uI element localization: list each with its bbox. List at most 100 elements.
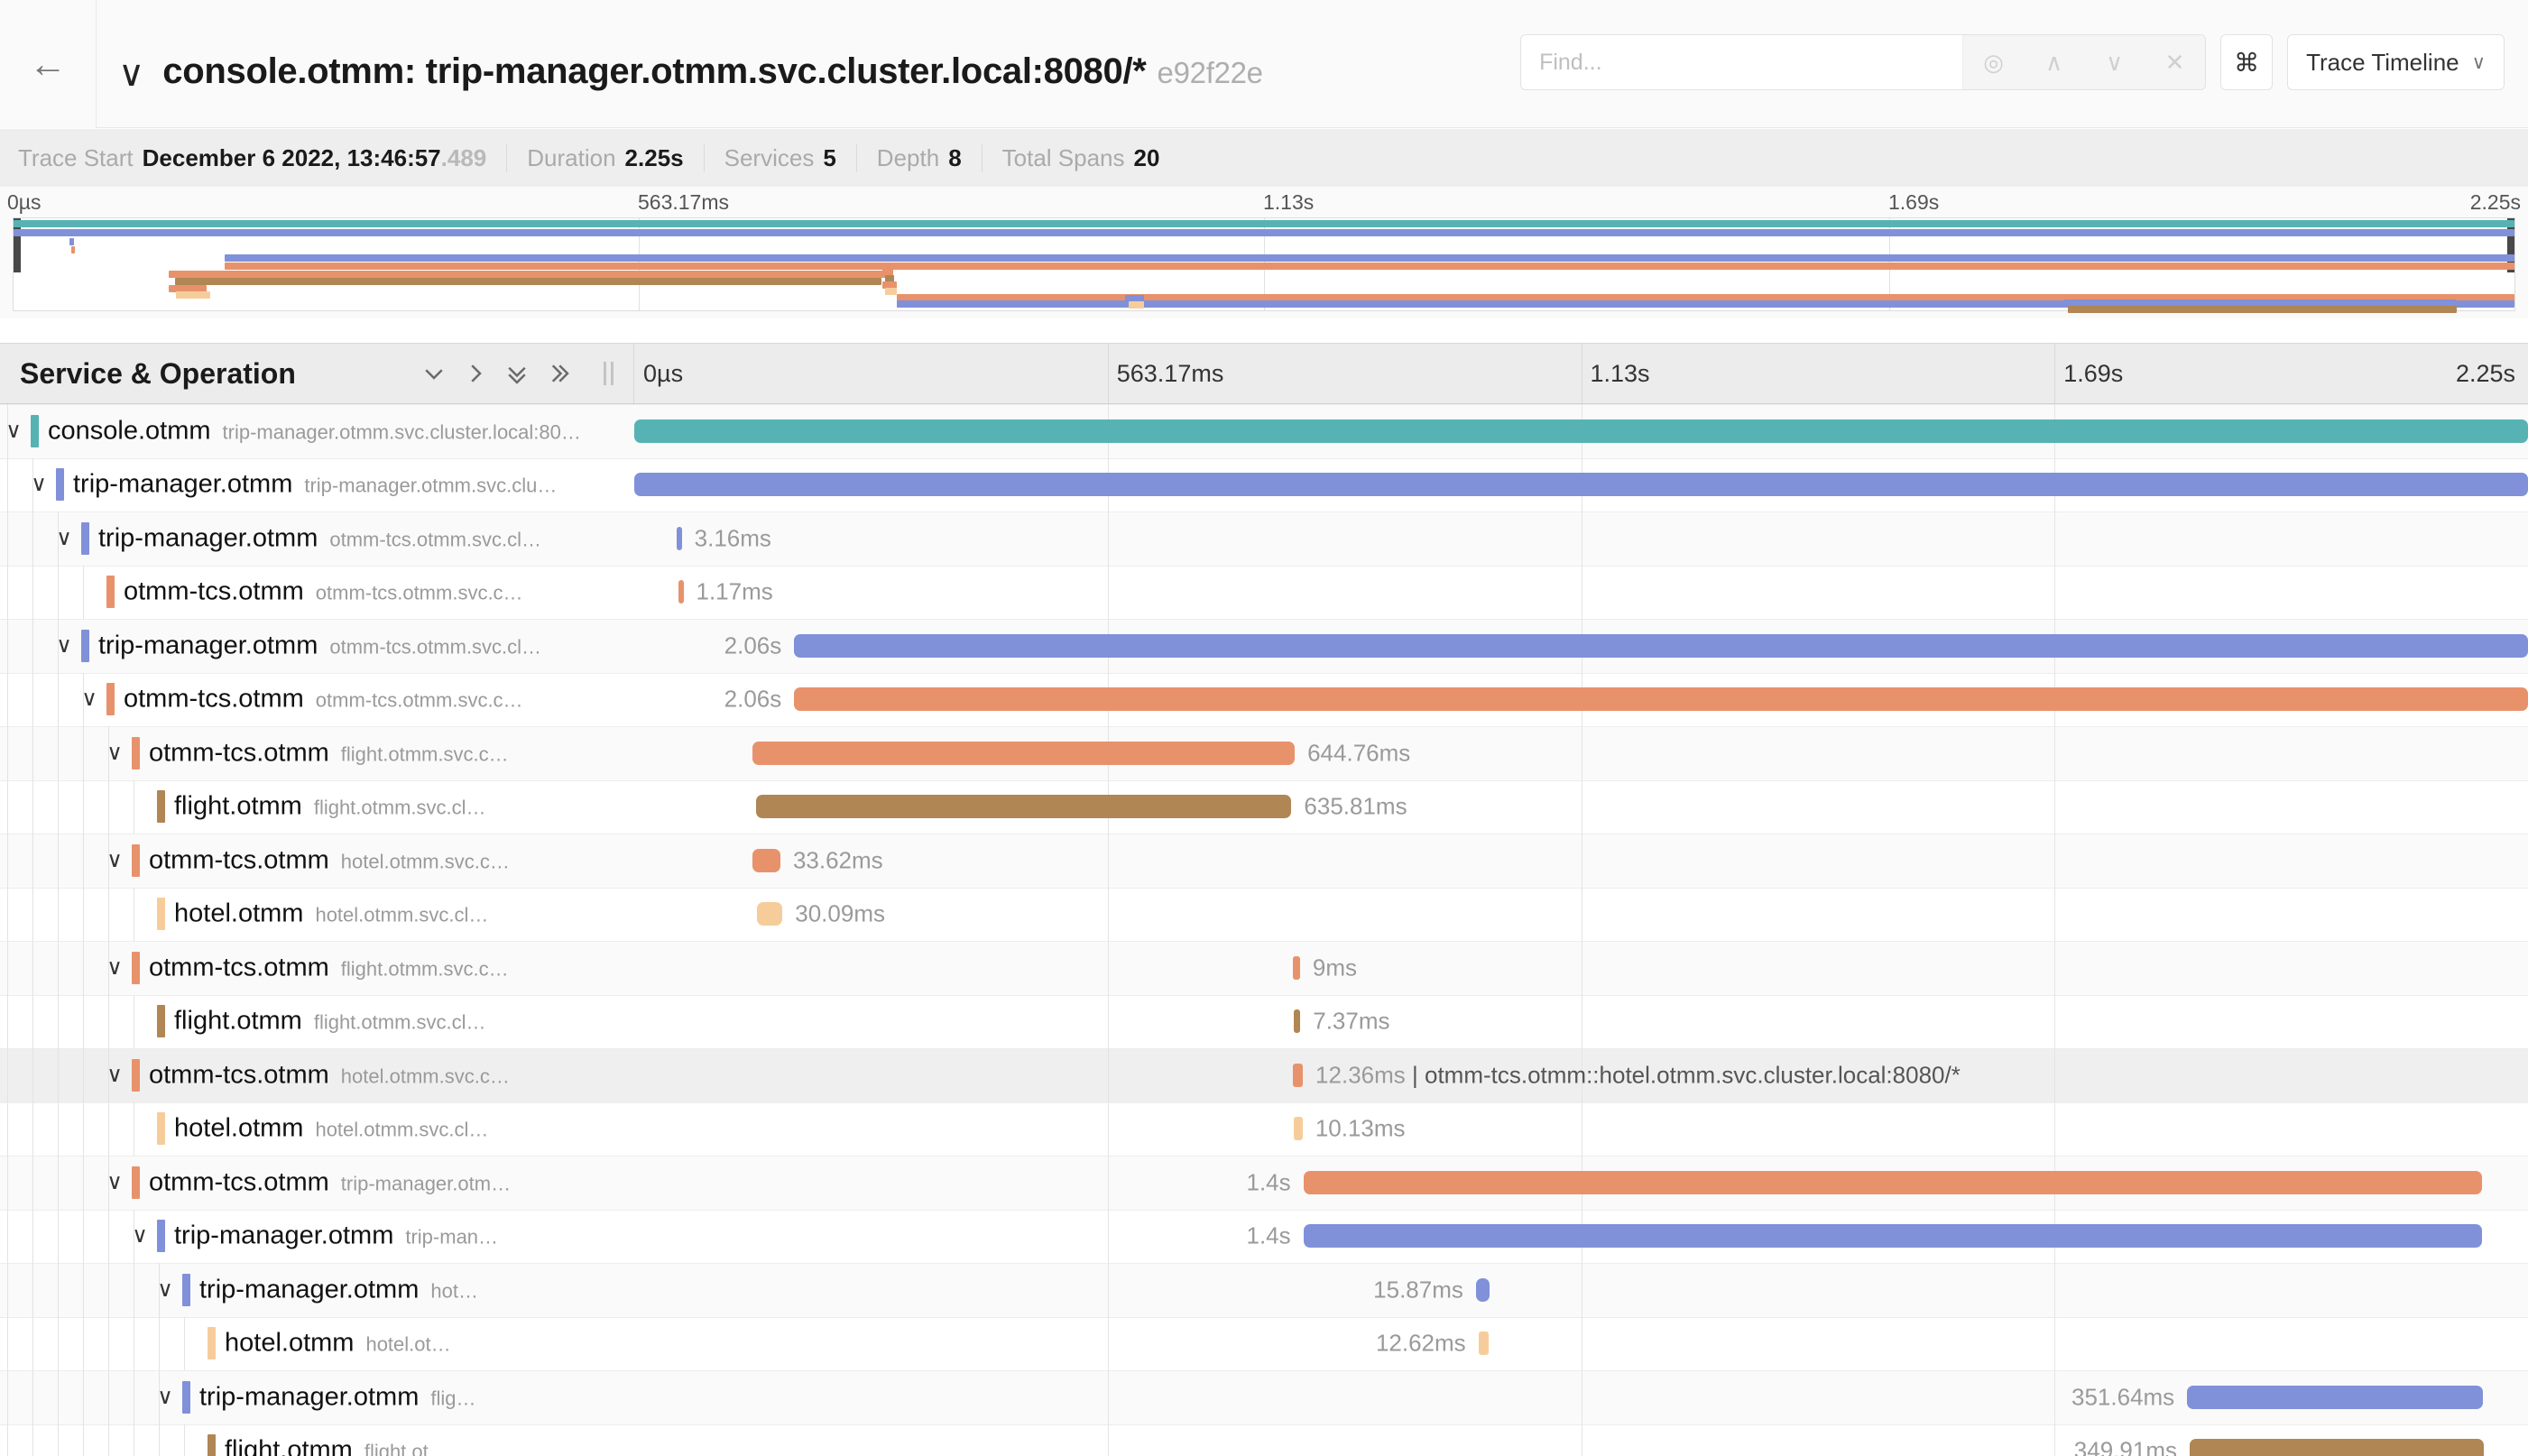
span-bar[interactable] [752,848,780,872]
row-label-cell[interactable]: flight.otmm flight.ot… [0,1424,634,1456]
span-bar[interactable] [752,741,1296,765]
row-timeline-cell[interactable]: 9ms [634,941,2528,995]
table-row[interactable]: ∨ trip-manager.otmm trip-manager.otmm.svc.… [0,457,2528,511]
row-label-cell[interactable]: hotel.otmm hotel.otmm.svc.cl… [0,1101,634,1156]
span-bar[interactable] [678,580,684,604]
table-row[interactable]: ∨ console.otmm trip-manager.otmm.svc.clust… [0,404,2528,458]
double-chevron-down-icon[interactable] [496,353,538,394]
row-timeline-cell[interactable]: 1.17ms [634,565,2528,619]
row-timeline-cell[interactable]: 2.06s [634,672,2528,726]
row-label-cell[interactable]: ∨ otmm-tcs.otmm trip-manager.otm… [0,1156,634,1210]
chevron-down-icon[interactable]: ∨ [106,847,123,872]
row-timeline-cell[interactable]: 351.64ms [634,1370,2528,1424]
row-timeline-cell[interactable]: 349.91ms [634,1424,2528,1456]
span-bar[interactable] [1478,1332,1490,1356]
chevron-down-icon[interactable]: ∨ [106,954,123,980]
row-timeline-cell[interactable]: 1.4s [634,1156,2528,1210]
table-row[interactable]: flight.otmm flight.ot… 349.91ms [0,1424,2528,1456]
row-label-cell[interactable]: hotel.otmm hotel.ot… [0,1316,634,1370]
span-rows[interactable]: ∨ console.otmm trip-manager.otmm.svc.clust… [0,404,2528,1456]
row-timeline-cell[interactable]: 15.87ms [634,1263,2528,1317]
chevron-down-icon[interactable]: ∨ [157,1276,173,1302]
double-chevron-right-icon[interactable] [538,353,579,394]
minimap-drag-handle-left[interactable] [14,218,21,272]
table-row[interactable]: ∨ otmm-tcs.otmm otmm-tcs.otmm.svc.c… 2.06s [0,672,2528,726]
row-label-cell[interactable]: ∨ otmm-tcs.otmm hotel.otmm.svc.c… [0,834,634,888]
span-bar[interactable] [634,473,2528,497]
table-row[interactable]: flight.otmm flight.otmm.svc.cl… 635.81ms [0,779,2528,834]
span-bar[interactable] [634,419,2528,443]
span-bar[interactable] [1292,955,1300,980]
minimap-canvas[interactable] [13,217,2515,313]
row-timeline-cell[interactable] [634,457,2528,511]
chevron-down-icon[interactable]: ∨ [5,418,22,443]
chevron-right-icon[interactable] [455,353,496,394]
row-timeline-cell[interactable]: 7.37ms [634,994,2528,1048]
span-bar[interactable] [2189,1439,2485,1456]
close-icon[interactable]: ✕ [2164,48,2185,76]
chevron-down-icon[interactable]: ∨ [118,53,145,94]
view-selector[interactable]: Trace Timeline ∨ [2287,34,2505,90]
span-bar[interactable] [794,633,2528,658]
span-bar[interactable] [1294,1009,1301,1034]
chevron-down-icon[interactable]: ∨ [106,740,123,765]
table-row[interactable]: flight.otmm flight.otmm.svc.cl… 7.37ms [0,994,2528,1048]
row-label-cell[interactable]: ∨ otmm-tcs.otmm flight.otmm.svc.c… [0,941,634,995]
back-button[interactable]: ← [0,0,97,128]
span-bar[interactable] [794,687,2528,712]
keyboard-shortcuts-button[interactable]: ⌘ [2220,34,2274,90]
row-label-cell[interactable]: ∨ trip-manager.otmm hot… [0,1263,634,1317]
row-timeline-cell[interactable]: 10.13ms [634,1101,2528,1156]
row-timeline-cell[interactable]: 12.36ms | otmm-tcs.otmm::hotel.otmm.svc.… [634,1048,2528,1102]
table-row[interactable]: ∨ otmm-tcs.otmm hotel.otmm.svc.c… 33.62ms [0,834,2528,888]
row-label-cell[interactable]: ∨ otmm-tcs.otmm flight.otmm.svc.c… [0,726,634,780]
row-timeline-cell[interactable]: 3.16ms [634,511,2528,566]
row-timeline-cell[interactable]: 635.81ms [634,779,2528,834]
row-timeline-cell[interactable]: 2.06s [634,619,2528,673]
table-row[interactable]: ∨ trip-manager.otmm otmm-tcs.otmm.svc.cl… 2… [0,619,2528,673]
span-bar[interactable] [2187,1385,2484,1409]
row-timeline-cell[interactable]: 1.4s [634,1209,2528,1263]
row-label-cell[interactable]: hotel.otmm hotel.otmm.svc.cl… [0,887,634,941]
row-label-cell[interactable]: ∨ console.otmm trip-manager.otmm.svc.clust… [0,404,634,458]
search-input[interactable] [1521,35,1963,89]
table-row[interactable]: ∨ trip-manager.otmm hot… 15.87ms [0,1263,2528,1317]
chevron-down-icon[interactable]: ∨ [56,632,72,658]
chevron-down-icon[interactable]: ∨ [2106,48,2124,76]
row-label-cell[interactable]: ∨ otmm-tcs.otmm otmm-tcs.otmm.svc.c… [0,672,634,726]
table-row[interactable]: ∨ trip-manager.otmm flig… 351.64ms [0,1370,2528,1424]
span-bar[interactable] [757,902,783,926]
row-label-cell[interactable]: otmm-tcs.otmm otmm-tcs.otmm.svc.c… [0,565,634,619]
row-label-cell[interactable]: ∨ trip-manager.otmm otmm-tcs.otmm.svc.cl… [0,511,634,566]
chevron-down-icon[interactable] [413,353,455,394]
chevron-down-icon[interactable]: ∨ [81,687,97,712]
span-bar[interactable] [676,526,682,550]
chevron-down-icon[interactable]: ∨ [132,1223,148,1249]
span-bar[interactable] [1292,1063,1304,1087]
chevron-down-icon[interactable]: ∨ [31,472,47,497]
span-bar[interactable] [756,795,1292,819]
span-bar[interactable] [1475,1277,1490,1302]
row-timeline-cell[interactable]: 30.09ms [634,887,2528,941]
table-row[interactable]: otmm-tcs.otmm otmm-tcs.otmm.svc.c… 1.17ms [0,565,2528,619]
row-label-cell[interactable]: ∨ trip-manager.otmm otmm-tcs.otmm.svc.cl… [0,619,634,673]
chevron-up-icon[interactable]: ∧ [2045,48,2063,76]
row-timeline-cell[interactable]: 12.62ms [634,1316,2528,1370]
row-label-cell[interactable]: ∨ trip-manager.otmm flig… [0,1370,634,1424]
span-bar[interactable] [1294,1117,1303,1141]
table-row[interactable]: ∨ otmm-tcs.otmm flight.otmm.svc.c… 9ms [0,941,2528,995]
span-bar[interactable] [1303,1224,2482,1249]
row-label-cell[interactable]: flight.otmm flight.otmm.svc.cl… [0,779,634,834]
column-resize-handle[interactable] [604,362,614,385]
table-row[interactable]: ∨ otmm-tcs.otmm hotel.otmm.svc.c… 12.36ms |… [0,1048,2528,1102]
table-row[interactable]: hotel.otmm hotel.otmm.svc.cl… 30.09ms [0,887,2528,941]
row-label-cell[interactable]: ∨ trip-manager.otmm trip-man… [0,1209,634,1263]
search-box[interactable]: ◎ ∧ ∨ ✕ [1520,34,2207,90]
table-row[interactable]: ∨ otmm-tcs.otmm flight.otmm.svc.c… 644.76ms [0,726,2528,780]
row-timeline-cell[interactable] [634,404,2528,458]
table-row[interactable]: ∨ otmm-tcs.otmm trip-manager.otm… 1.4s [0,1156,2528,1210]
row-label-cell[interactable]: ∨ otmm-tcs.otmm hotel.otmm.svc.c… [0,1048,634,1102]
chevron-down-icon[interactable]: ∨ [56,525,72,550]
table-row[interactable]: ∨ trip-manager.otmm otmm-tcs.otmm.svc.cl… 3… [0,511,2528,566]
table-row[interactable]: hotel.otmm hotel.otmm.svc.cl… 10.13ms [0,1101,2528,1156]
